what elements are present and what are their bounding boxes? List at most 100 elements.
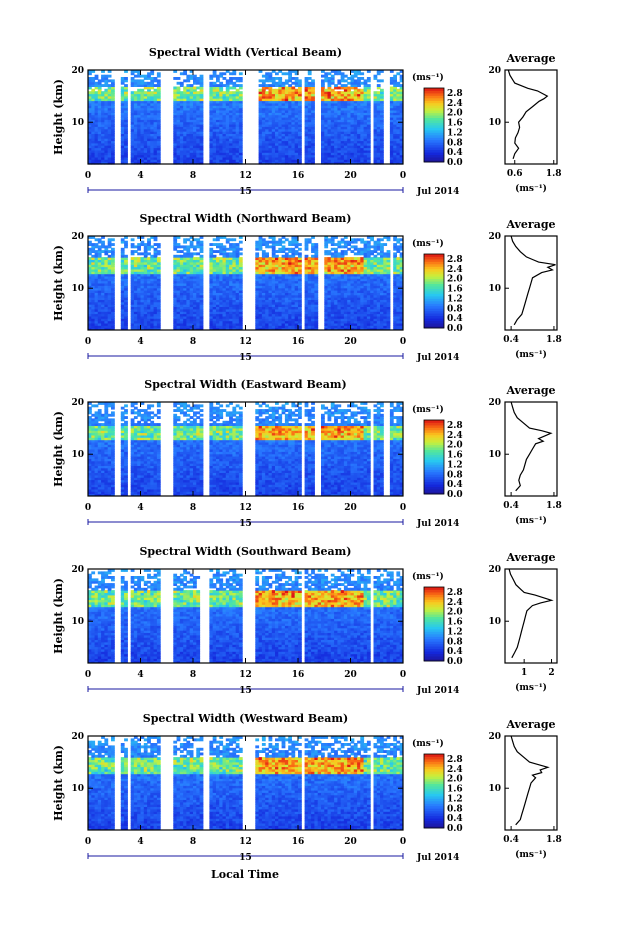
heatmap-cell: [186, 84, 190, 87]
heatmap-cell: [157, 243, 161, 246]
heatmap-cell: [259, 257, 263, 260]
heatmap-cell: [180, 72, 184, 75]
heatmap-cell: [193, 245, 197, 248]
heatmap-cell: [193, 87, 197, 90]
heatmap-cell: [180, 255, 184, 258]
heatmap-cell: [141, 257, 145, 260]
heatmap-cell: [396, 72, 400, 75]
heatmap-cell: [196, 87, 200, 90]
heatmap-cell: [239, 257, 243, 260]
heatmap-cell: [180, 82, 184, 85]
heatmap-cell: [291, 87, 295, 90]
colorbar-tick-label: 2.8: [447, 89, 463, 99]
heatmap-cell: [259, 89, 263, 92]
figure: Spectral Width (Vertical Beam)0 4 8 12 16 20 0…: [0, 0, 623, 929]
heatmap-cell: [196, 252, 200, 255]
heatmap-cell: [232, 91, 236, 94]
heatmap-cell: [239, 241, 243, 244]
profile-title: Average: [505, 52, 555, 65]
heatmap-cell: [344, 75, 348, 78]
heatmap-cell: [190, 241, 194, 244]
heatmap-cell: [229, 77, 233, 80]
colorbar-tick-label: 1.2: [447, 128, 463, 138]
heatmap-cell: [91, 255, 95, 258]
profile-y-tick-label: 20: [488, 66, 501, 76]
colorbar-step: [424, 98, 444, 101]
heatmap-cell: [157, 79, 161, 82]
heatmap-cell: [209, 248, 213, 251]
y-tick-label: 20: [71, 66, 84, 76]
heatmap-cell: [137, 257, 141, 260]
heatmap-cell: [285, 248, 289, 251]
heatmap-cell: [173, 77, 177, 80]
heatmap-cell: [269, 72, 273, 75]
heatmap-cell: [177, 87, 181, 90]
heatmap-cell: [121, 248, 125, 251]
heatmap-cell: [134, 257, 138, 260]
heatmap-cell: [157, 72, 161, 75]
heatmap-cell: [285, 252, 289, 255]
heatmap-cell: [213, 250, 217, 253]
panel-title: Spectral Width (Northward Beam): [140, 212, 352, 225]
heatmap-cell: [213, 243, 217, 246]
heatmap-cell: [180, 250, 184, 253]
heatmap-cell: [108, 255, 112, 258]
x-tick-label: 0: [400, 171, 406, 181]
heatmap-cell: [239, 77, 243, 80]
heatmap-cell: [150, 255, 154, 258]
heatmap-cell: [108, 238, 112, 241]
heatmap-cell: [144, 91, 148, 94]
colorbar-step: [424, 103, 444, 106]
heatmap-cell: [190, 84, 194, 87]
heatmap-cell: [259, 84, 263, 87]
heatmap-cell: [291, 77, 295, 80]
heatmap-cell: [154, 89, 158, 92]
heatmap-cell: [134, 245, 138, 248]
heatmap-cell: [396, 82, 400, 85]
heatmap-cell: [337, 91, 341, 94]
heatmap-cell: [275, 89, 279, 92]
x-tick-label: 12: [239, 171, 252, 181]
colorbar-tick-label: 1.6: [447, 119, 463, 129]
heatmap-cell: [226, 79, 230, 82]
heatmap-cell: [265, 252, 269, 255]
heatmap-cell: [311, 255, 315, 258]
heatmap-cell: [124, 255, 128, 258]
profile-frame: [505, 70, 557, 164]
heatmap-cell: [124, 241, 128, 244]
heatmap-cell: [360, 72, 364, 75]
heatmap-cell: [200, 75, 204, 78]
heatmap-cell: [328, 77, 332, 80]
heatmap-cell: [282, 255, 286, 258]
heatmap-cell: [262, 250, 266, 253]
heatmap-cell: [91, 243, 95, 246]
heatmap-cell: [101, 257, 105, 260]
heatmap-cell: [282, 245, 286, 248]
heatmap-cell: [101, 75, 105, 78]
day-marker: 15: [239, 187, 252, 197]
panel-title: Spectral Width (Vertical Beam): [149, 46, 342, 59]
x-tick-label: 4: [137, 171, 143, 181]
heatmap-cell: [239, 72, 243, 75]
panel-1: Spectral Width (Northward Beam)0 4 8 12 16 20…: [52, 212, 562, 363]
heatmap-cell: [295, 250, 299, 253]
heatmap-cell: [282, 72, 286, 75]
colorbar-tick-label: 0.0: [447, 158, 463, 168]
heatmap-cell: [351, 75, 355, 78]
heatmap-cell: [308, 257, 312, 260]
heatmap-cell: [154, 77, 158, 80]
heatmap-cell: [239, 91, 243, 94]
heatmap-cell: [200, 241, 204, 244]
heatmap-cell: [321, 79, 325, 82]
heatmap-cell: [111, 238, 115, 241]
heatmap-cell: [262, 238, 266, 241]
heatmap-cell: [337, 79, 341, 82]
colorbar-step: [424, 128, 444, 131]
colorbar-tick-label: 2.0: [447, 109, 463, 119]
heatmap-cell: [226, 238, 230, 241]
heatmap-cell: [291, 248, 295, 251]
heatmap-cell: [173, 87, 177, 90]
heatmap-cell: [275, 250, 279, 253]
heatmap-cell: [216, 75, 220, 78]
heatmap-cell: [298, 243, 302, 246]
